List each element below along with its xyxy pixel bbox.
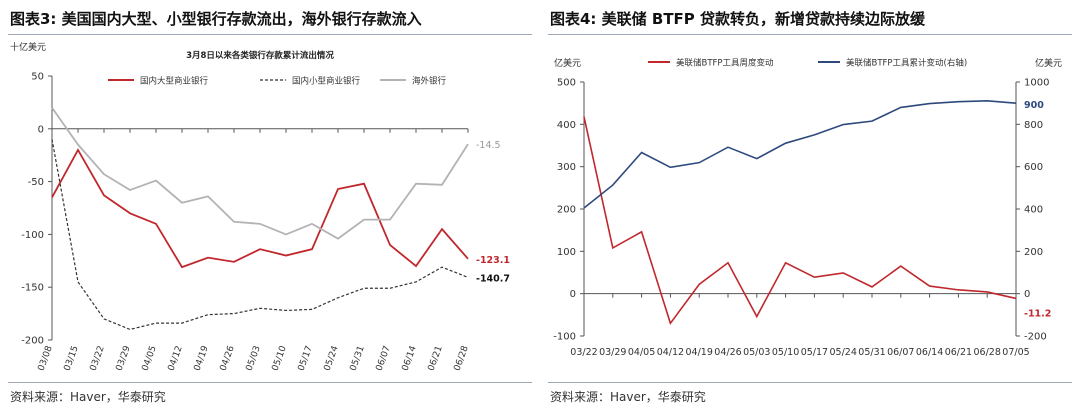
- left-axis-unit-label: 亿美元: [554, 57, 581, 69]
- btfp-loan-chart: 亿美元 亿美元5004003002001000-10010008006004002…: [553, 57, 1062, 358]
- x-tick-label: 06/14: [916, 347, 943, 358]
- figure-3-title: 图表3: 美国国内大型、小型银行存款流出，海外银行存款流入: [10, 10, 422, 28]
- x-tick-label: 06/14: [401, 344, 419, 372]
- series-line-2: [51, 139, 469, 331]
- series-end-label-2: 900: [1024, 100, 1044, 111]
- x-tick-label: 04/26: [714, 347, 741, 358]
- x-tick-label: 06/28: [974, 347, 1001, 358]
- right-y-tick-label: 400: [1024, 205, 1043, 216]
- x-tick-label: 04/12: [657, 347, 684, 358]
- left-y-tick-label: 300: [557, 162, 576, 173]
- x-tick-label: 05/17: [801, 347, 828, 358]
- figure-4-panel: 图表4: 美联储 BTFP 贷款转负，新增贷款持续边际放缓 亿美元 亿美元 500 4…: [540, 0, 1080, 412]
- x-tick-label: 04/05: [628, 347, 655, 358]
- x-tick-label: 05/31: [349, 345, 367, 373]
- figure-3-top-rule: [8, 34, 532, 35]
- right-y-tick-label: 0: [1024, 289, 1030, 300]
- x-tick-label: 03/29: [599, 347, 626, 358]
- x-tick-label: 03/08: [37, 344, 55, 372]
- x-tick-label: 03/29: [115, 344, 133, 372]
- x-tick-label: 04/12: [167, 345, 185, 373]
- right-y-tick-label: 800: [1024, 120, 1043, 131]
- x-tick-label: 05/10: [772, 347, 799, 358]
- x-tick-label: 03/22: [570, 347, 597, 358]
- x-tick-label: 05/17: [297, 345, 315, 373]
- figure-4-top-rule: [548, 34, 1072, 35]
- figure-3-source: 资料来源：Haver，华泰研究: [10, 390, 166, 404]
- x-tick-label: 05/10: [271, 344, 289, 372]
- y-axis-unit-label: 十亿美元: [10, 41, 46, 53]
- x-tick-label: 05/24: [830, 347, 857, 358]
- left-y-tick-label: -100: [553, 332, 576, 343]
- series-end-label-1: -11.2: [1024, 308, 1051, 319]
- legend-label-2: 美联储BTFP工具累计变动(右轴): [846, 58, 967, 69]
- chart-subtitle: 3月8日以来各类银行存款累计流出情况: [186, 50, 334, 61]
- left-y-tick-label: 100: [557, 247, 576, 258]
- left-y-tick-label: 500: [557, 78, 576, 89]
- y-tick-label: 50: [31, 72, 44, 83]
- left-y-tick-label: 200: [557, 205, 576, 216]
- x-tick-label: 06/21: [427, 345, 445, 373]
- right-y-tick-label: 600: [1024, 162, 1043, 173]
- figure-3-bottom-rule: [8, 382, 532, 383]
- series-line-1: [583, 116, 1017, 326]
- right-y-tick-label: 1000: [1024, 78, 1049, 89]
- y-tick-label: -200: [21, 336, 44, 347]
- series-end-label-1: -123.1: [476, 255, 510, 266]
- y-tick-label: -50: [28, 177, 44, 188]
- right-y-tick-label: 200: [1024, 247, 1043, 258]
- figure-4-title: 图表4: 美联储 BTFP 贷款转负，新增贷款持续边际放缓: [550, 10, 926, 28]
- x-tick-label: 07/05: [1002, 347, 1029, 358]
- figure-4-bottom-rule: [548, 382, 1072, 383]
- x-tick-label: 05/24: [323, 344, 341, 372]
- right-axis-unit-label: 亿美元: [1035, 57, 1062, 69]
- series-line-1: [51, 148, 469, 269]
- left-y-tick-label: 400: [557, 120, 576, 131]
- x-tick-label: 04/19: [193, 344, 211, 372]
- legend-label-1: 美联储BTFP工具周度变动: [676, 58, 774, 69]
- figure-3-panel: 图表3: 美国国内大型、小型银行存款流出，海外银行存款流入 十亿美元 3月8日以来…: [8, 10, 532, 404]
- right-y-tick-label: -200: [1024, 332, 1047, 343]
- x-tick-label: 05/31: [858, 347, 885, 358]
- y-tick-label: -100: [21, 230, 44, 241]
- x-tick-label: 06/28: [453, 344, 471, 372]
- series-line-3: [51, 107, 469, 240]
- series-end-label-3: -14.5: [476, 140, 501, 151]
- y-tick-label: -150: [21, 283, 44, 294]
- legend-label-3: 海外银行: [412, 76, 447, 87]
- series-line-2: [583, 100, 1017, 209]
- x-tick-label: 04/19: [686, 347, 713, 358]
- figure-4-source: 资料来源：Haver，华泰研究: [550, 390, 706, 404]
- series-end-label-2: -140.7: [476, 273, 510, 284]
- deposit-outflow-chart: 十亿美元 3月8日以来各类银行存款累计流出情况 50 0 -50 -100 -150 -200…: [10, 41, 510, 373]
- x-tick-label: 04/05: [141, 345, 159, 373]
- legend-label-2: 国内小型商业银行: [292, 76, 361, 87]
- y-tick-label: 0: [38, 124, 44, 135]
- x-tick-label: 05/03: [245, 345, 263, 373]
- x-tick-label: 04/26: [219, 344, 237, 372]
- x-tick-label: 05/03: [743, 347, 770, 358]
- legend-label-1: 国内大型商业银行: [140, 76, 209, 87]
- left-y-tick-label: 0: [570, 289, 576, 300]
- x-tick-label: 06/07: [887, 347, 914, 358]
- x-tick-label: 03/15: [63, 345, 81, 373]
- x-tick-label: 03/22: [89, 345, 107, 373]
- x-tick-label: 06/07: [375, 345, 393, 373]
- x-tick-label: 06/21: [945, 347, 972, 358]
